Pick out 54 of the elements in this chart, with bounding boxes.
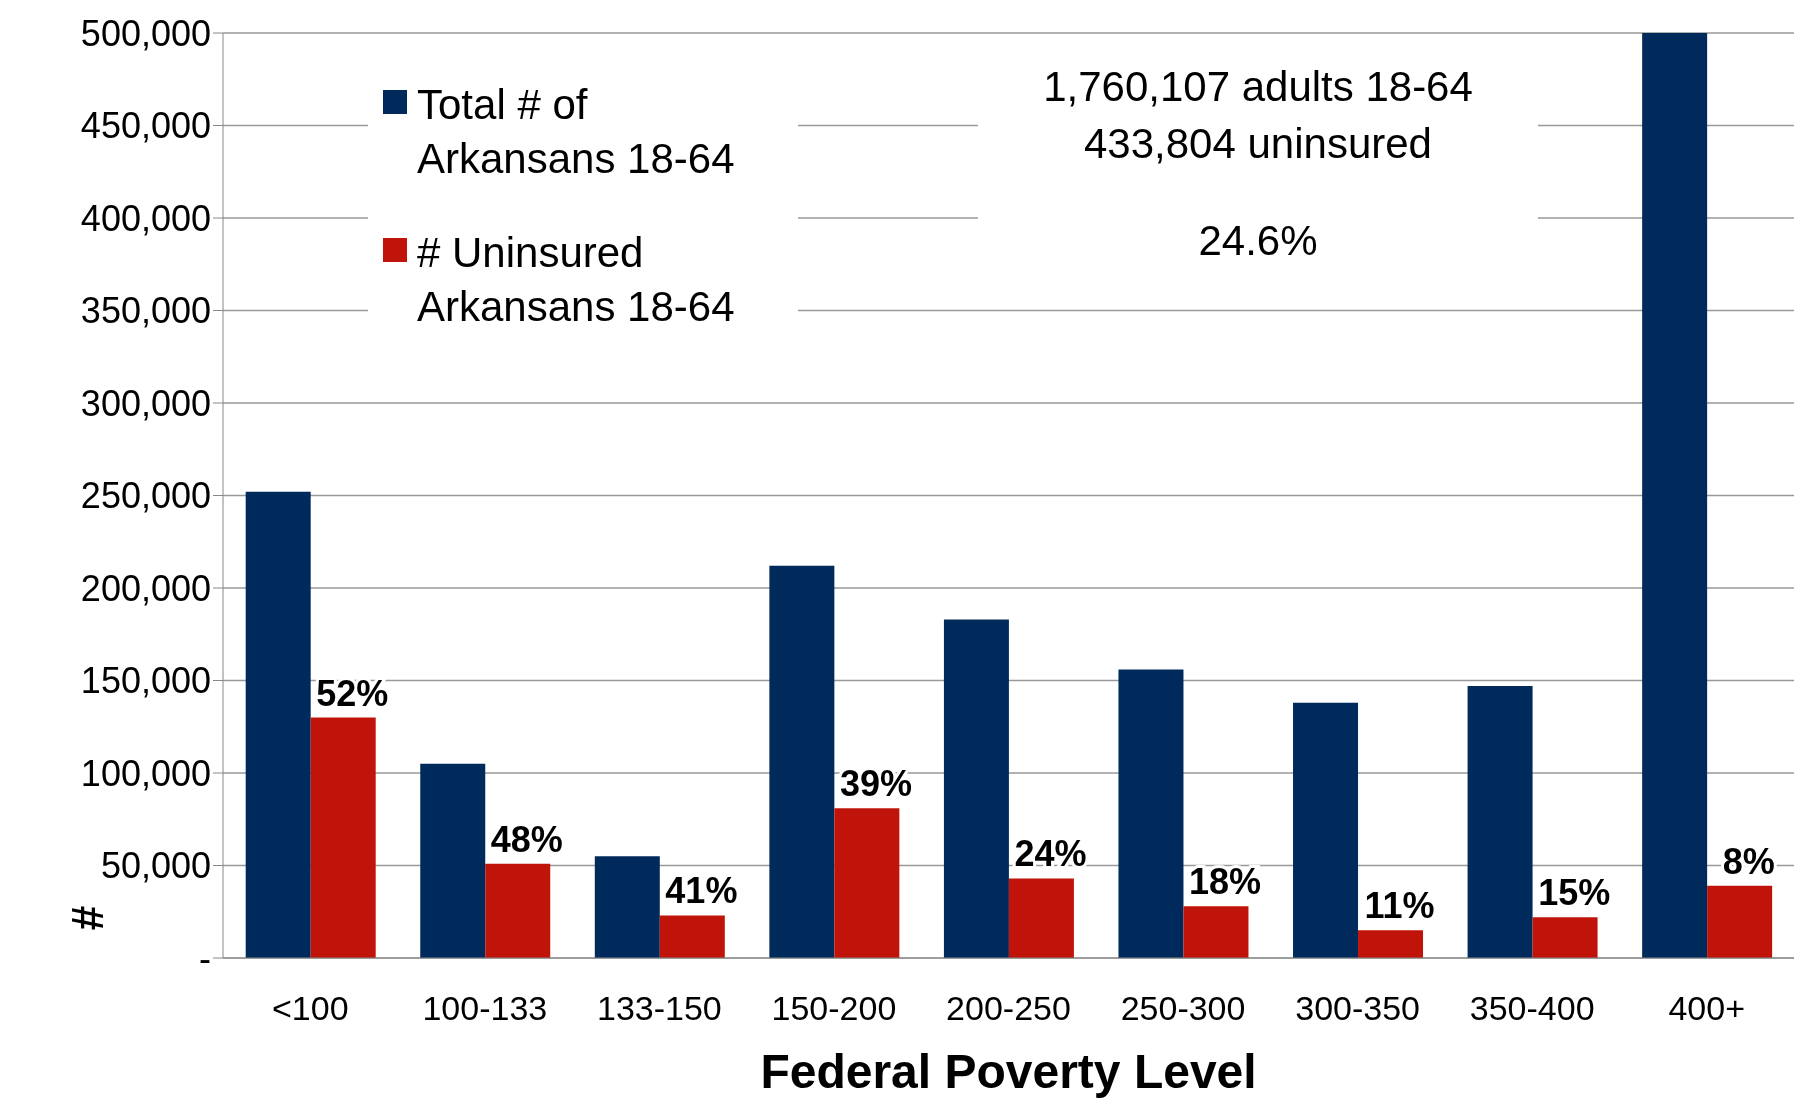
annotation: 52% xyxy=(316,672,389,714)
y-tick-label: 200,000 xyxy=(80,567,211,609)
y-tick-label: 300,000 xyxy=(80,382,211,424)
legend-label: # Uninsured Arkansans 18-64 xyxy=(417,228,736,332)
x-tick-label: 300-350 xyxy=(1295,989,1420,1028)
bar xyxy=(1642,33,1708,958)
bar xyxy=(1293,702,1359,958)
bar xyxy=(485,863,551,958)
annotation: 39% xyxy=(839,763,912,805)
y-tick-label: 250,000 xyxy=(80,475,211,517)
y-tick-label: 400,000 xyxy=(80,197,211,239)
annotation: 24.6% xyxy=(1197,216,1319,266)
bar xyxy=(1467,686,1533,958)
annotation: 1,760,107 adults 18-64 xyxy=(1042,62,1474,112)
y-tick-label: 150,000 xyxy=(80,660,211,702)
y-tick-label: 350,000 xyxy=(80,290,211,332)
bar xyxy=(1183,906,1249,958)
annotation: 18% xyxy=(1189,861,1262,903)
bar xyxy=(310,717,376,958)
y-tick-label: - xyxy=(199,937,211,979)
y-tick-label: 50,000 xyxy=(100,845,211,887)
annotation: 24% xyxy=(1014,833,1087,875)
y-axis-title: # xyxy=(63,905,112,931)
x-tick-label: 150-200 xyxy=(771,989,897,1028)
bar xyxy=(1707,885,1773,958)
annotation: 41% xyxy=(665,870,738,912)
x-tick-label: 133-150 xyxy=(597,989,722,1028)
x-axis-title: Federal Poverty Level xyxy=(760,1045,1257,1098)
annotation: 15% xyxy=(1538,872,1611,914)
annotation: 433,804 uninsured xyxy=(1083,119,1433,169)
legend-label: Total # of Arkansans 18-64 xyxy=(417,80,736,184)
annotation: 48% xyxy=(490,818,563,860)
x-tick-label: 350-400 xyxy=(1469,989,1595,1028)
x-tick-label: 250-300 xyxy=(1120,989,1246,1028)
y-tick-label: 100,000 xyxy=(80,752,211,794)
bar xyxy=(834,808,900,958)
bar xyxy=(420,763,486,958)
x-tick-label: <100 xyxy=(271,989,349,1028)
bar xyxy=(769,565,835,958)
bar xyxy=(1118,669,1184,958)
x-tick-label: 100-133 xyxy=(422,989,548,1028)
x-tick-label: 400+ xyxy=(1668,989,1746,1028)
bar xyxy=(594,856,660,958)
bar xyxy=(1008,878,1074,958)
bar xyxy=(1358,930,1424,958)
annotation: 11% xyxy=(1364,885,1435,927)
bar xyxy=(943,619,1009,958)
bar xyxy=(245,491,311,958)
y-tick-label: 450,000 xyxy=(80,105,211,147)
y-tick-label: 500,000 xyxy=(80,12,211,54)
bar xyxy=(1532,917,1598,958)
annotation: 8% xyxy=(1722,840,1775,882)
bar xyxy=(659,915,725,958)
x-tick-label: 200-250 xyxy=(946,989,1071,1028)
